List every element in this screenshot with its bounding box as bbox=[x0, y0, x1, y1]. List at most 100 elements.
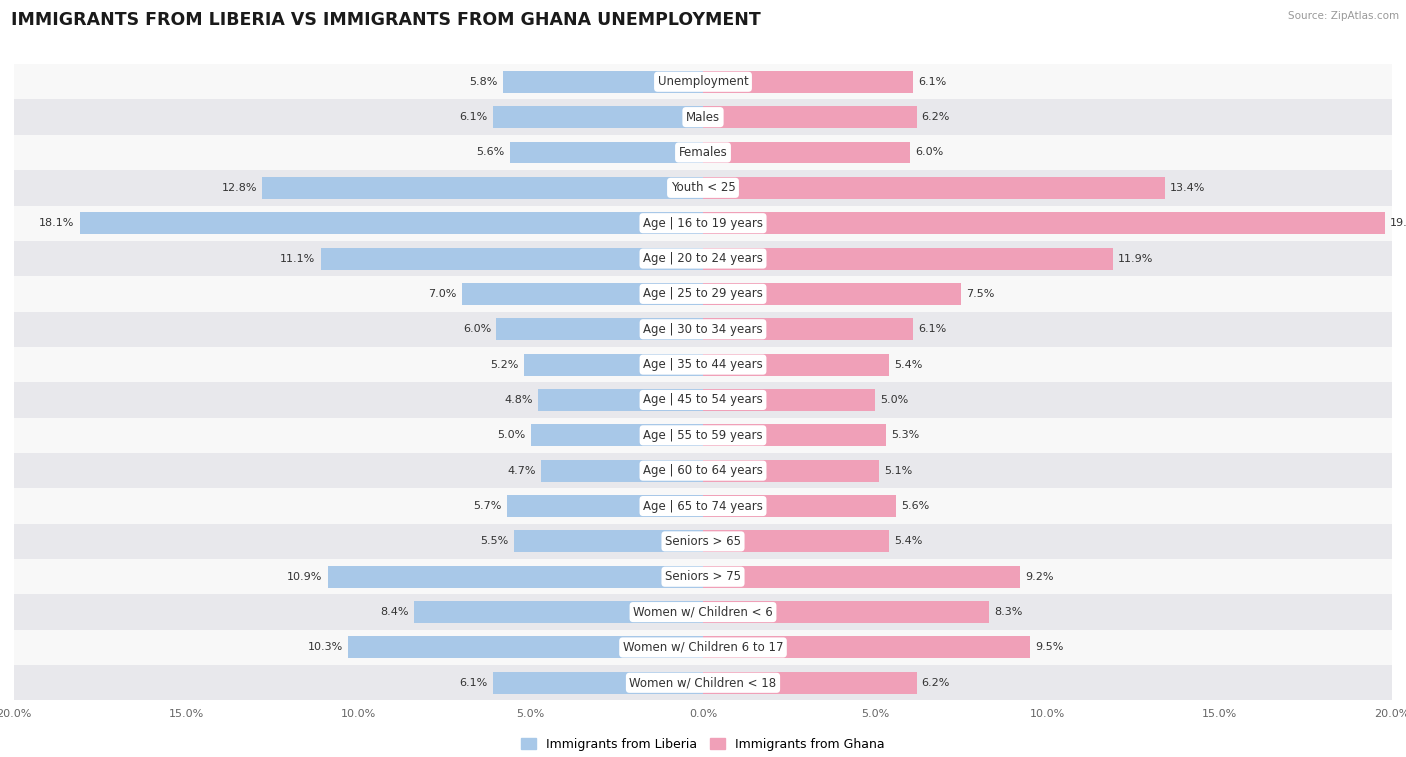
Text: Source: ZipAtlas.com: Source: ZipAtlas.com bbox=[1288, 11, 1399, 21]
Text: 10.3%: 10.3% bbox=[308, 643, 343, 653]
Bar bbox=[349, 637, 703, 659]
Bar bbox=[14, 170, 1392, 205]
Text: 18.1%: 18.1% bbox=[39, 218, 75, 228]
Text: 7.0%: 7.0% bbox=[429, 289, 457, 299]
Bar bbox=[703, 637, 1031, 659]
Text: 7.5%: 7.5% bbox=[966, 289, 995, 299]
Text: 4.8%: 4.8% bbox=[503, 395, 533, 405]
Bar bbox=[703, 248, 1114, 269]
Text: Women w/ Children < 18: Women w/ Children < 18 bbox=[630, 676, 776, 690]
Text: 5.2%: 5.2% bbox=[491, 360, 519, 369]
Bar bbox=[461, 283, 703, 305]
Text: 6.0%: 6.0% bbox=[915, 148, 943, 157]
Text: 5.1%: 5.1% bbox=[884, 466, 912, 475]
Bar bbox=[703, 142, 910, 164]
Bar bbox=[703, 601, 988, 623]
Text: 4.7%: 4.7% bbox=[508, 466, 536, 475]
Text: 6.1%: 6.1% bbox=[460, 112, 488, 122]
Text: 11.1%: 11.1% bbox=[280, 254, 315, 263]
Bar bbox=[14, 524, 1392, 559]
Text: Women w/ Children < 6: Women w/ Children < 6 bbox=[633, 606, 773, 618]
Bar bbox=[703, 425, 886, 447]
Bar bbox=[703, 177, 1164, 199]
Text: Seniors > 75: Seniors > 75 bbox=[665, 570, 741, 583]
Text: 5.4%: 5.4% bbox=[894, 537, 922, 547]
Text: Seniors > 65: Seniors > 65 bbox=[665, 535, 741, 548]
Text: Age | 65 to 74 years: Age | 65 to 74 years bbox=[643, 500, 763, 512]
Text: 10.9%: 10.9% bbox=[287, 572, 322, 581]
Bar bbox=[321, 248, 703, 269]
Text: 5.6%: 5.6% bbox=[477, 148, 505, 157]
Bar bbox=[14, 665, 1392, 700]
Text: Unemployment: Unemployment bbox=[658, 75, 748, 89]
Bar bbox=[703, 495, 896, 517]
Bar bbox=[510, 142, 703, 164]
Bar bbox=[703, 354, 889, 375]
Bar bbox=[703, 389, 875, 411]
Text: Age | 35 to 44 years: Age | 35 to 44 years bbox=[643, 358, 763, 371]
Text: 5.4%: 5.4% bbox=[894, 360, 922, 369]
Bar bbox=[541, 459, 703, 481]
Bar bbox=[506, 495, 703, 517]
Bar bbox=[531, 425, 703, 447]
Bar bbox=[14, 276, 1392, 312]
Bar bbox=[14, 312, 1392, 347]
Bar bbox=[703, 565, 1019, 587]
Text: Age | 20 to 24 years: Age | 20 to 24 years bbox=[643, 252, 763, 265]
Bar bbox=[494, 672, 703, 693]
Bar bbox=[503, 71, 703, 93]
Bar bbox=[703, 531, 889, 553]
Text: Age | 60 to 64 years: Age | 60 to 64 years bbox=[643, 464, 763, 477]
Text: 9.2%: 9.2% bbox=[1025, 572, 1053, 581]
Text: Women w/ Children 6 to 17: Women w/ Children 6 to 17 bbox=[623, 641, 783, 654]
Text: 5.0%: 5.0% bbox=[498, 430, 526, 441]
Text: 5.5%: 5.5% bbox=[479, 537, 509, 547]
Text: Age | 45 to 54 years: Age | 45 to 54 years bbox=[643, 394, 763, 407]
Bar bbox=[14, 594, 1392, 630]
Text: 8.3%: 8.3% bbox=[994, 607, 1022, 617]
Bar bbox=[14, 559, 1392, 594]
Text: 9.5%: 9.5% bbox=[1035, 643, 1064, 653]
Text: 6.1%: 6.1% bbox=[460, 678, 488, 688]
Bar bbox=[14, 347, 1392, 382]
Bar bbox=[14, 418, 1392, 453]
Bar bbox=[14, 241, 1392, 276]
Bar bbox=[703, 212, 1385, 234]
Text: 6.2%: 6.2% bbox=[922, 112, 950, 122]
Bar bbox=[14, 453, 1392, 488]
Bar bbox=[513, 531, 703, 553]
Text: 11.9%: 11.9% bbox=[1118, 254, 1153, 263]
Bar bbox=[262, 177, 703, 199]
Bar bbox=[413, 601, 703, 623]
Legend: Immigrants from Liberia, Immigrants from Ghana: Immigrants from Liberia, Immigrants from… bbox=[516, 733, 890, 755]
Bar bbox=[494, 106, 703, 128]
Bar bbox=[703, 318, 912, 340]
Text: 6.1%: 6.1% bbox=[918, 324, 946, 335]
Bar bbox=[328, 565, 703, 587]
Text: 19.8%: 19.8% bbox=[1391, 218, 1406, 228]
Bar bbox=[14, 99, 1392, 135]
Text: 13.4%: 13.4% bbox=[1170, 183, 1205, 193]
Text: Males: Males bbox=[686, 111, 720, 123]
Bar bbox=[537, 389, 703, 411]
Text: 5.3%: 5.3% bbox=[891, 430, 920, 441]
Text: 6.0%: 6.0% bbox=[463, 324, 491, 335]
Bar bbox=[496, 318, 703, 340]
Text: 12.8%: 12.8% bbox=[221, 183, 257, 193]
Bar bbox=[14, 135, 1392, 170]
Bar bbox=[703, 71, 912, 93]
Bar bbox=[14, 488, 1392, 524]
Bar bbox=[80, 212, 703, 234]
Bar bbox=[703, 283, 962, 305]
Text: Age | 55 to 59 years: Age | 55 to 59 years bbox=[643, 428, 763, 442]
Text: 5.8%: 5.8% bbox=[470, 76, 498, 87]
Text: Youth < 25: Youth < 25 bbox=[671, 182, 735, 195]
Bar bbox=[703, 459, 879, 481]
Text: IMMIGRANTS FROM LIBERIA VS IMMIGRANTS FROM GHANA UNEMPLOYMENT: IMMIGRANTS FROM LIBERIA VS IMMIGRANTS FR… bbox=[11, 11, 761, 30]
Text: 6.2%: 6.2% bbox=[922, 678, 950, 688]
Text: Age | 16 to 19 years: Age | 16 to 19 years bbox=[643, 217, 763, 229]
Text: Age | 25 to 29 years: Age | 25 to 29 years bbox=[643, 288, 763, 301]
Bar bbox=[14, 64, 1392, 99]
Bar bbox=[14, 382, 1392, 418]
Text: Age | 30 to 34 years: Age | 30 to 34 years bbox=[643, 322, 763, 336]
